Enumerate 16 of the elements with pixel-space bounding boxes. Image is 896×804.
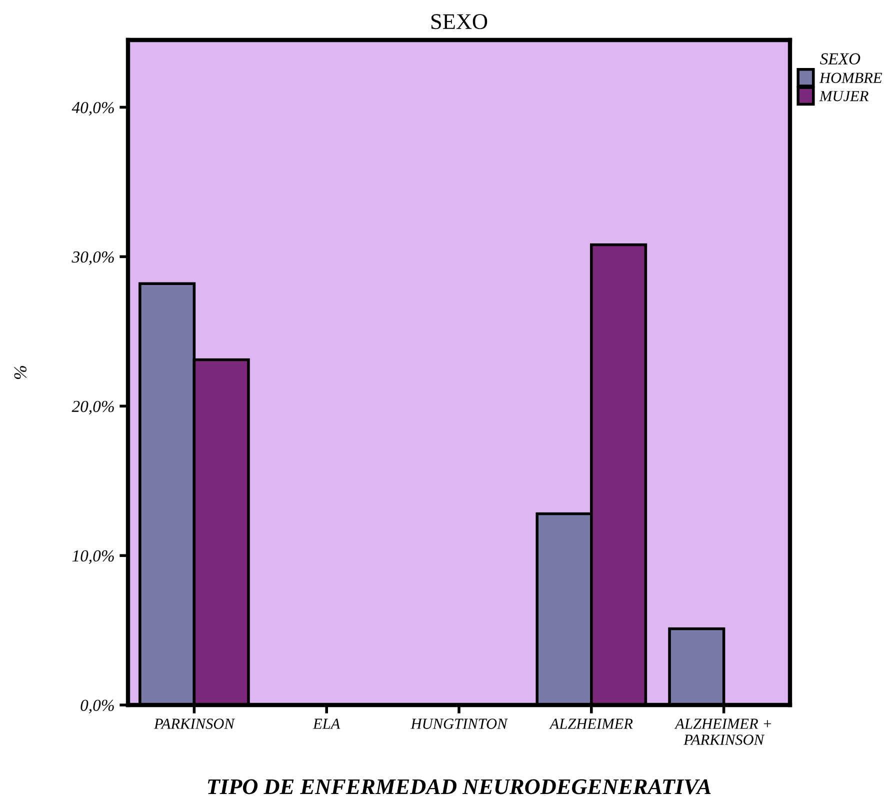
- y-tick-label: 0,0%: [80, 700, 114, 714]
- x-tick-label: ELA: [312, 718, 340, 729]
- x-tick-label: ALZHEIMER + PARKINSON: [674, 718, 771, 745]
- y-tick-label: 30,0%: [72, 251, 114, 266]
- y-tick-label: 40,0%: [72, 102, 114, 116]
- legend-label: MUJER: [819, 91, 868, 102]
- legend-label: HOMBRE: [819, 72, 882, 83]
- x-axis-title: TIPO DE ENFERMEDAD NEURODEGENERATIVA: [208, 779, 711, 794]
- y-tick-label: 10,0%: [72, 550, 114, 564]
- y-axis-title: %: [14, 366, 26, 379]
- chart-title: SEXO: [431, 14, 488, 30]
- x-tick-label: PARKINSON: [154, 718, 236, 729]
- legend-title: SEXO: [820, 53, 860, 64]
- x-tick-label: ALZHEIMER: [548, 718, 633, 729]
- x-tick-label: HUNGTINTON: [410, 718, 508, 729]
- y-tick-label: 20,0%: [72, 400, 114, 414]
